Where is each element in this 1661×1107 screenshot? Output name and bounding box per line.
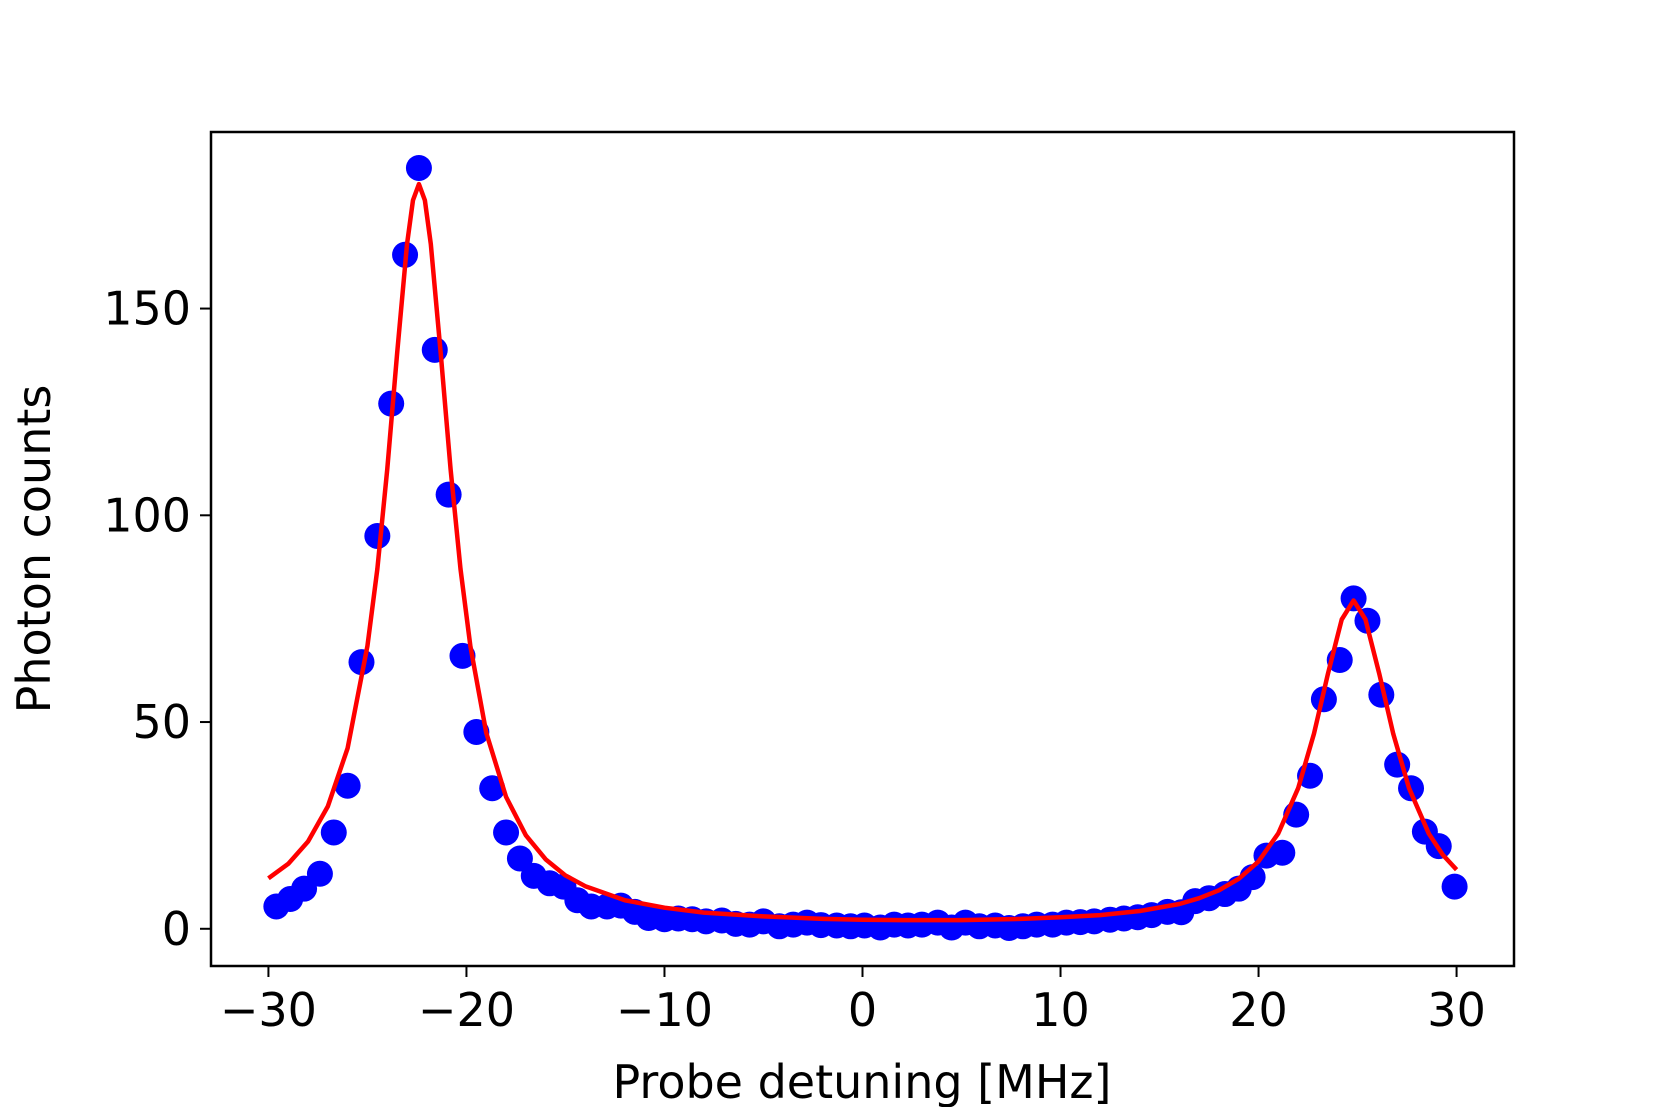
x-tick-label: 20: [1229, 983, 1288, 1037]
x-tick-label: −30: [220, 983, 317, 1037]
data-point: [320, 819, 347, 846]
data-point: [306, 860, 333, 887]
x-axis-label: Probe detuning [MHz]: [612, 1055, 1111, 1107]
x-tick-label: 30: [1427, 983, 1486, 1037]
x-tick-label: −20: [418, 983, 515, 1037]
data-point: [364, 522, 391, 549]
y-tick-label: 0: [162, 902, 191, 956]
y-tick-label: 150: [103, 282, 191, 336]
data-point: [479, 775, 506, 802]
data-point: [435, 481, 462, 508]
y-axis-label: Photon counts: [7, 385, 61, 714]
data-point: [1269, 839, 1296, 866]
data-point: [334, 772, 361, 799]
plot-frame: [209, 130, 1516, 968]
data-point: [421, 336, 448, 363]
data-point: [493, 819, 520, 846]
x-tick-label: −10: [616, 983, 713, 1037]
data-point: [348, 649, 375, 676]
y-tick-label: 50: [132, 695, 191, 749]
x-tick-label: 10: [1031, 983, 1090, 1037]
x-tick-label: 0: [848, 983, 877, 1037]
y-tick-label: 100: [103, 488, 191, 542]
fit-line: [267, 181, 1459, 923]
data-point: [1441, 873, 1468, 900]
data-point: [506, 845, 533, 872]
data-point: [405, 154, 432, 181]
